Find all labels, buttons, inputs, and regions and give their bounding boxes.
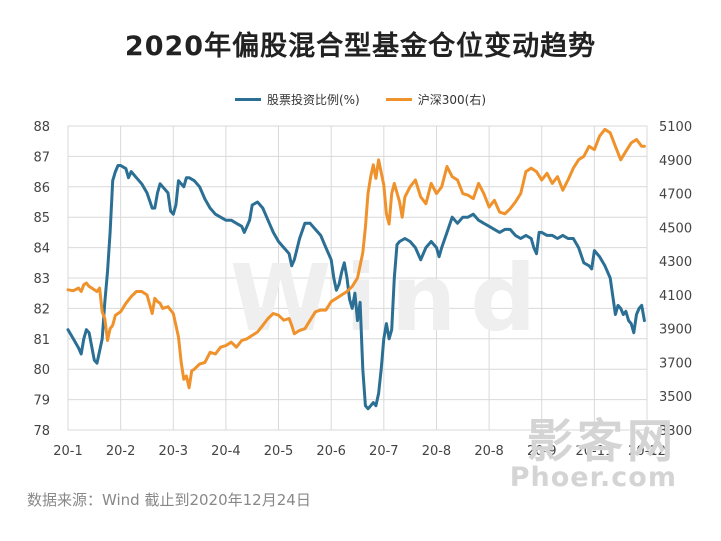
source-note: 数据来源：Wind 截止到2020年12月24日 — [27, 491, 311, 509]
legend-swatch-hs300 — [385, 98, 412, 101]
y-right-tick-label: 4300 — [659, 255, 692, 270]
x-tick-label: 20-1 — [53, 444, 83, 459]
legend-label-stock-ratio: 股票投资比例(%) — [266, 93, 360, 107]
chart-watermark: Wind — [230, 245, 550, 352]
y-left-tick-label: 78 — [33, 424, 50, 439]
x-tick-label: 20-4 — [211, 444, 241, 459]
x-tick-label: 20-5 — [264, 444, 294, 459]
x-tick-label: 20-8 — [422, 444, 452, 459]
axis-layer: 78 79 80 81 82 83 84 85 86 87 88 3300 3500 3700 3900 41… — [33, 120, 692, 459]
y-left-tick-label: 84 — [33, 242, 50, 257]
legend-swatch-stock-ratio — [234, 98, 261, 101]
y-left-tick-label: 88 — [33, 120, 50, 135]
y-right-tick-label: 3500 — [659, 390, 692, 405]
legend-label-hs300: 沪深300(右) — [417, 93, 487, 107]
legend-item-stock-ratio: 股票投资比例(%) — [234, 91, 360, 108]
y-left-tick-label: 79 — [33, 394, 50, 409]
x-tick-label: 20-9 — [527, 444, 557, 459]
y-right-tick-label: 3900 — [659, 323, 692, 338]
site-watermark-name: 影客网 — [527, 414, 677, 468]
y-left-tick-label: 80 — [33, 363, 50, 378]
y-right-tick-label: 4700 — [659, 188, 692, 203]
y-left-tick-label: 82 — [33, 302, 50, 317]
y-right-tick-label: 3300 — [659, 424, 692, 439]
x-tick-label: 20-6 — [316, 444, 346, 459]
y-left-tick-label: 85 — [33, 211, 50, 226]
chart-legend: 股票投资比例(%) 沪深300(右) — [0, 91, 721, 108]
series-layer — [66, 127, 646, 411]
y-right-tick-label: 5100 — [659, 120, 692, 135]
x-tick-label: 20-11 — [575, 444, 613, 459]
y-right-tick-label: 4100 — [659, 289, 692, 304]
y-left-tick-label: 81 — [33, 333, 50, 348]
y-right-tick-label: 3700 — [659, 356, 692, 371]
x-tick-label: 20-3 — [159, 444, 189, 459]
series-line-stock-ratio — [66, 164, 646, 411]
y-left-tick-label: 86 — [33, 181, 50, 196]
site-watermark-domain: Phoer.com — [509, 462, 677, 493]
x-tick-label: 20-8 — [474, 444, 504, 459]
series-line-hs300 — [66, 127, 646, 390]
y-right-tick-label: 4500 — [659, 221, 692, 236]
y-left-tick-label: 83 — [33, 272, 50, 287]
y-right-tick-label: 4900 — [659, 154, 692, 169]
y-left-tick-label: 87 — [33, 150, 50, 165]
x-tick-label: 20-12 — [628, 444, 666, 459]
chart-title: 2020年偏股混合型基金仓位变动趋势 — [124, 31, 597, 62]
x-tick-label: 20-7 — [369, 444, 399, 459]
legend-item-hs300: 沪深300(右) — [385, 91, 487, 108]
site-watermark-logo: 影客网 Phoer.com — [510, 418, 677, 491]
x-tick-label: 20-2 — [106, 444, 136, 459]
